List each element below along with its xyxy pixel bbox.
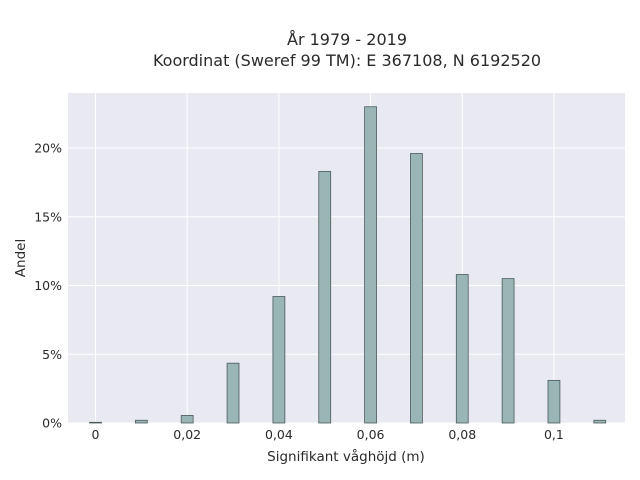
x-tick-label: 0,06 [357,427,385,442]
x-tick-label: 0,04 [265,427,293,442]
y-tick-label: 10% [34,278,62,293]
grid-lines [68,93,625,424]
bars [89,106,607,424]
histogram-bar [272,296,286,424]
x-axis-ticks: 0 0,02 0,04 0,06 0,08 0,1 [92,427,564,442]
y-tick-label: 5% [42,347,62,362]
histogram-bar [455,274,469,424]
x-tick-label: 0,08 [448,427,476,442]
y-tick-label: 20% [34,141,62,156]
plot-area [68,93,625,423]
histogram-bar [180,415,194,424]
x-tick-label: 0,1 [544,427,564,442]
y-axis-label: Andel [13,239,29,277]
histogram-bar [89,421,102,424]
y-tick-label: 15% [34,209,62,224]
histogram-bar [318,170,332,424]
histogram-bar [134,419,148,424]
histogram-bar [226,362,240,424]
y-tick-label: 0% [42,416,62,431]
y-axis-ticks: 0% 5% 10% 15% 20% [34,141,62,431]
x-axis-label: Signifikant våghöjd (m) [267,448,425,465]
x-tick-label: 0,02 [173,427,201,442]
histogram-bar [593,419,607,424]
chart-title-line-2: Koordinat (Sweref 99 TM): E 367108, N 61… [153,51,541,70]
chart-title-line-1: År 1979 - 2019 [287,30,407,49]
histogram-bar [364,106,377,424]
histogram-bar [410,153,423,424]
histogram-bar [501,278,515,424]
histogram-bar [547,379,561,424]
x-tick-label: 0 [92,427,100,442]
